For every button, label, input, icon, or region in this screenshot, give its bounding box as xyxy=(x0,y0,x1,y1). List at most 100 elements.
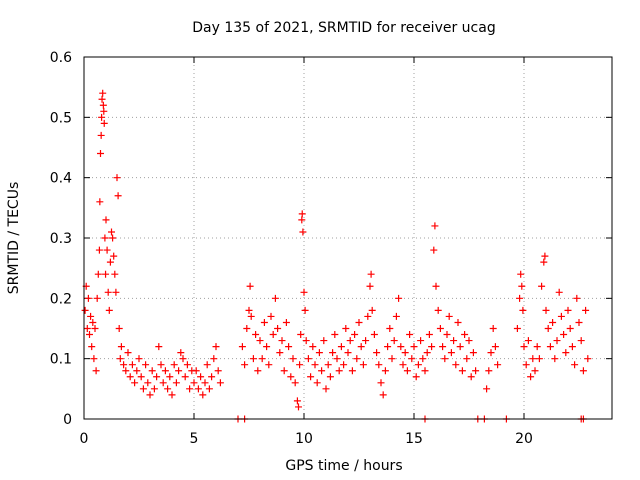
data-point xyxy=(443,331,451,339)
data-point xyxy=(445,312,453,320)
data-point xyxy=(329,349,337,357)
data-point xyxy=(377,379,385,387)
data-point xyxy=(164,385,172,393)
data-point xyxy=(384,343,392,351)
data-point xyxy=(469,349,477,357)
y-tick-label: 0.5 xyxy=(50,110,72,126)
data-point xyxy=(179,355,187,363)
data-point xyxy=(256,337,264,345)
data-point xyxy=(246,282,254,290)
data-point xyxy=(113,174,121,182)
data-point xyxy=(320,337,328,345)
data-point xyxy=(342,325,350,332)
data-point xyxy=(560,331,568,339)
data-point xyxy=(90,355,98,363)
data-point xyxy=(98,113,106,121)
data-point xyxy=(298,210,306,218)
y-tick-label: 0.3 xyxy=(50,231,72,247)
data-point xyxy=(535,355,543,363)
data-point xyxy=(577,337,585,345)
data-point xyxy=(390,337,398,345)
data-point xyxy=(524,337,532,345)
data-point xyxy=(483,385,491,393)
data-point xyxy=(351,331,359,339)
data-point xyxy=(208,373,216,381)
data-point xyxy=(296,361,304,369)
data-point xyxy=(238,343,246,351)
data-point xyxy=(353,355,361,363)
data-point xyxy=(205,385,213,393)
data-point xyxy=(186,385,194,393)
x-tick-label: 10 xyxy=(295,431,313,447)
data-point xyxy=(194,385,202,393)
data-point xyxy=(105,306,113,314)
data-point xyxy=(485,367,493,375)
data-point xyxy=(551,355,559,363)
data-point xyxy=(112,288,120,296)
data-point xyxy=(276,349,284,357)
data-point xyxy=(461,331,469,339)
data-point xyxy=(412,373,420,381)
data-point xyxy=(533,343,541,351)
data-point xyxy=(527,373,535,381)
data-point xyxy=(522,361,530,369)
y-tick-label: 0.1 xyxy=(50,352,72,368)
data-point xyxy=(302,337,310,345)
data-point xyxy=(582,306,590,314)
data-point xyxy=(366,282,374,290)
data-point xyxy=(197,373,205,381)
data-point xyxy=(126,373,134,381)
data-point xyxy=(335,367,343,375)
data-point xyxy=(375,361,383,369)
y-tick-label: 0 xyxy=(63,412,72,428)
data-point xyxy=(104,288,112,296)
data-point xyxy=(423,349,431,357)
data-point xyxy=(110,252,118,260)
data-point xyxy=(529,355,537,363)
data-point xyxy=(494,361,502,369)
data-point xyxy=(346,337,354,345)
data-point xyxy=(364,312,372,320)
data-point xyxy=(157,361,165,369)
data-point xyxy=(568,343,576,351)
data-point xyxy=(83,325,91,332)
data-point xyxy=(172,379,180,387)
data-point xyxy=(388,355,396,363)
data-point xyxy=(344,349,352,357)
data-point xyxy=(566,325,574,332)
data-point xyxy=(463,355,471,363)
data-point xyxy=(465,337,473,345)
data-point xyxy=(573,294,581,302)
data-point xyxy=(564,306,572,314)
data-point xyxy=(87,312,95,320)
data-point xyxy=(425,331,433,339)
data-point xyxy=(289,355,297,363)
data-point xyxy=(93,294,101,302)
x-tick-label: 20 xyxy=(515,431,533,447)
x-tick-label: 15 xyxy=(405,431,423,447)
data-point xyxy=(324,361,332,369)
plot-frame xyxy=(83,56,613,420)
data-point xyxy=(96,198,104,206)
data-point xyxy=(181,373,189,381)
data-point xyxy=(271,294,279,302)
data-point xyxy=(487,349,495,357)
tick-labels: 0 0.1 0.2 0.3 0.4 0.5 0.6 0 5 10 15 20 xyxy=(50,50,533,447)
data-point xyxy=(122,367,130,375)
data-point xyxy=(447,349,455,357)
data-point xyxy=(252,331,260,339)
data-point xyxy=(159,379,167,387)
data-point xyxy=(297,331,305,339)
data-point xyxy=(399,361,407,369)
data-point xyxy=(88,343,96,351)
data-point xyxy=(124,349,132,357)
data-point xyxy=(258,355,266,363)
data-point xyxy=(300,288,308,296)
data-point xyxy=(241,361,249,369)
data-point xyxy=(153,373,161,381)
data-point xyxy=(84,294,92,302)
data-point xyxy=(309,343,317,351)
data-point xyxy=(254,367,262,375)
data-point xyxy=(421,367,429,375)
